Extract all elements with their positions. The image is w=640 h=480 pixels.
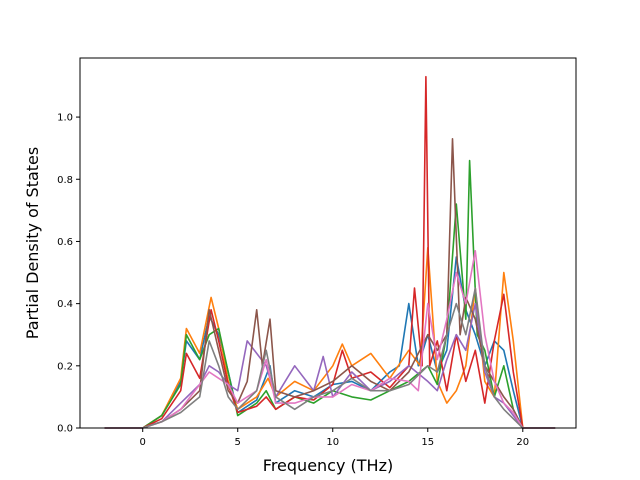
series-line-4 (104, 75, 556, 429)
series-line-6 (104, 138, 556, 429)
series-layer (104, 75, 556, 429)
y-tick-label: 0.2 (57, 361, 73, 372)
series-line-5 (104, 302, 556, 429)
x-tick-label: 5 (235, 437, 241, 448)
y-tick-label: 1.0 (57, 113, 73, 124)
y-axis-label: Partial Density of States (23, 147, 42, 339)
y-tick-label: 0.6 (57, 237, 73, 248)
series-line-7 (104, 250, 556, 429)
y-axis-ticks: 0.0 0.2 0.4 0.6 0.8 1.0 (57, 113, 80, 435)
x-axis-label: Frequency (THz) (263, 456, 393, 475)
x-tick-label: 20 (516, 437, 529, 448)
series-line-1 (104, 256, 556, 429)
x-tick-label: 10 (326, 437, 339, 448)
y-tick-label: 0.4 (57, 299, 73, 310)
x-tick-label: 15 (421, 437, 434, 448)
series-line-8 (104, 287, 556, 429)
plot-area-frame (79, 57, 577, 429)
x-tick-label: 0 (140, 437, 146, 448)
y-tick-label: 0.0 (57, 424, 73, 435)
y-tick-label: 0.8 (57, 175, 73, 186)
x-axis-ticks: 0 5 10 15 20 (140, 428, 529, 448)
